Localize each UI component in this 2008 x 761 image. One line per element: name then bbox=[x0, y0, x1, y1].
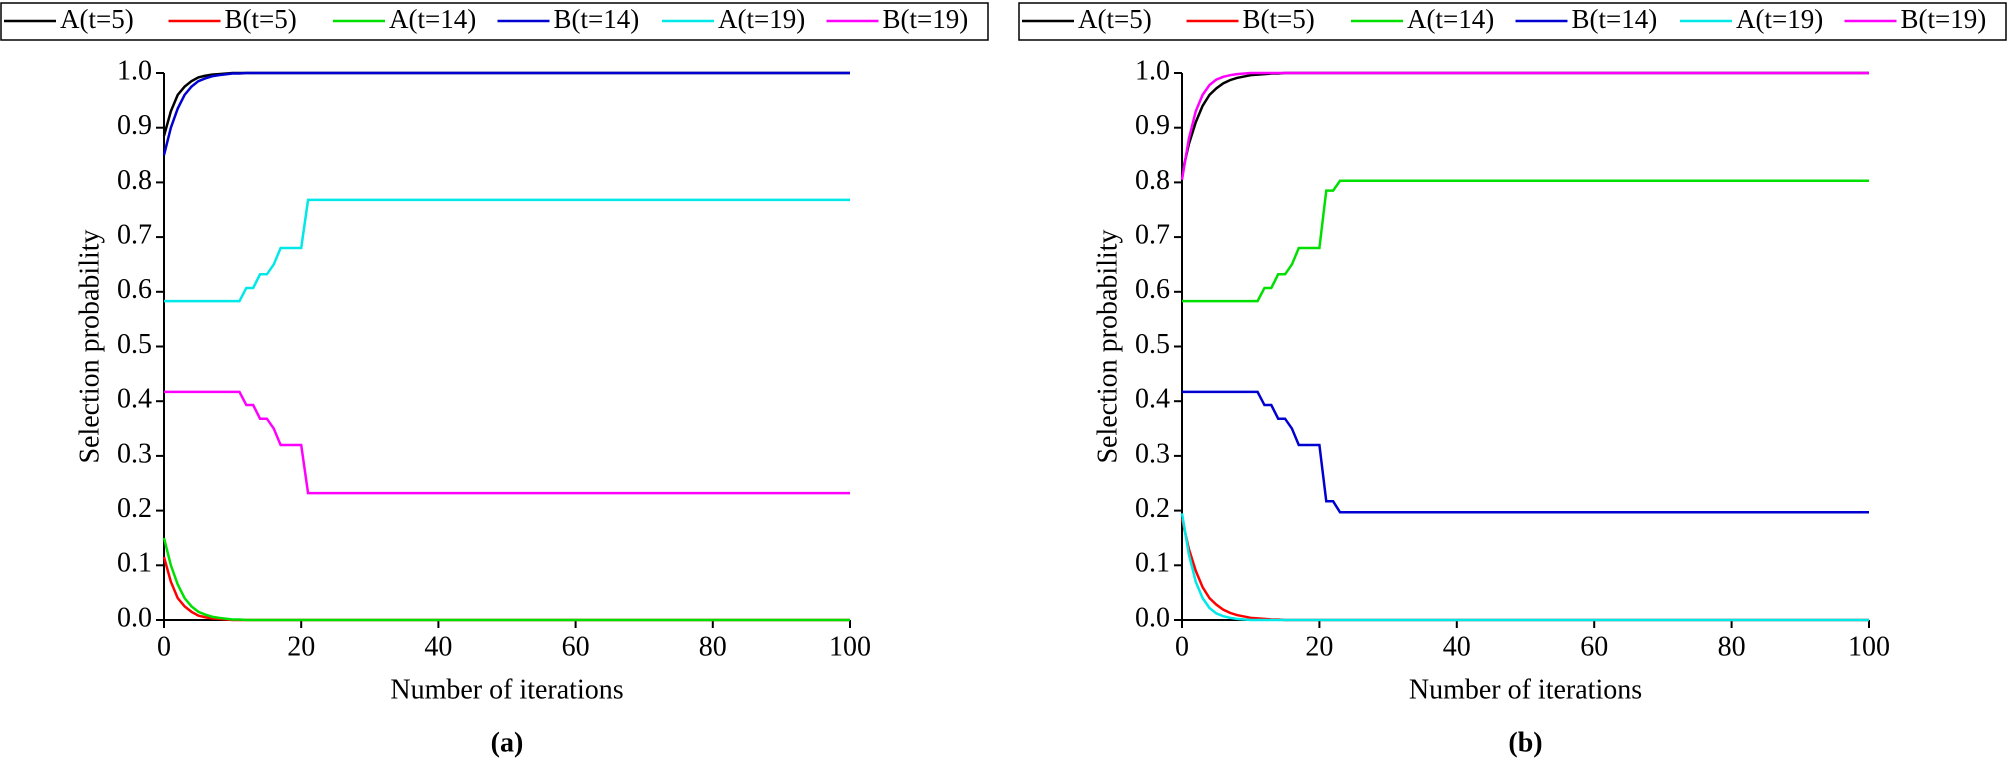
legend-label: B(t=19) bbox=[883, 4, 969, 34]
x-tick-label: 80 bbox=[699, 631, 727, 662]
y-tick-label: 0.3 bbox=[117, 438, 152, 469]
x-tick-label: 100 bbox=[829, 631, 871, 662]
y-axis-label: Selection probability bbox=[74, 229, 105, 463]
x-tick-label: 60 bbox=[1580, 631, 1608, 662]
y-tick-label: 0.6 bbox=[117, 274, 152, 305]
y-tick-label: 0.0 bbox=[1135, 602, 1170, 633]
x-tick-label: 20 bbox=[287, 631, 315, 662]
legend-label: B(t=5) bbox=[1243, 4, 1315, 34]
x-tick-label: 100 bbox=[1848, 631, 1890, 662]
y-tick-label: 1.0 bbox=[117, 55, 152, 86]
series-line bbox=[1180, 518, 1869, 622]
y-tick-label: 0.5 bbox=[1135, 329, 1170, 360]
y-tick-label: 0.8 bbox=[117, 165, 152, 196]
series-line bbox=[1182, 390, 1869, 514]
series-line bbox=[164, 198, 850, 303]
y-tick-label: 0.2 bbox=[1135, 493, 1170, 524]
legend-label: A(t=5) bbox=[1078, 4, 1152, 34]
legend-label: B(t=14) bbox=[554, 4, 640, 34]
x-tick-label: 20 bbox=[1305, 631, 1333, 662]
chart-panel: A(t=5) B(t=5) A(t=14) B(t=14) A(t=19) B(t=19)… bbox=[1018, 2, 2007, 758]
chart-panel: A(t=5) B(t=5) A(t=14) B(t=14) A(t=19) B(t=19)… bbox=[0, 2, 989, 758]
y-tick-label: 0.1 bbox=[1135, 548, 1170, 579]
legend-label: A(t=5) bbox=[60, 4, 134, 34]
legend-label: A(t=19) bbox=[718, 4, 805, 34]
legend-label: B(t=5) bbox=[225, 4, 297, 34]
y-tick-label: 0.4 bbox=[1135, 384, 1170, 415]
series-line bbox=[1180, 513, 1869, 622]
series-line bbox=[1182, 179, 1869, 303]
y-tick-label: 0.4 bbox=[117, 384, 152, 415]
series-line bbox=[164, 390, 850, 495]
y-tick-label: 0.2 bbox=[117, 493, 152, 524]
x-tick-label: 0 bbox=[1175, 631, 1189, 662]
x-axis-label: Number of iterations bbox=[1409, 674, 1642, 705]
y-tick-label: 0.7 bbox=[117, 220, 152, 251]
legend-label: B(t=14) bbox=[1572, 4, 1658, 34]
legend-label: A(t=14) bbox=[389, 4, 476, 34]
legend-box bbox=[1018, 2, 2007, 41]
series-line bbox=[162, 537, 850, 622]
legend-label: A(t=14) bbox=[1407, 4, 1494, 34]
y-tick-label: 0.7 bbox=[1135, 220, 1170, 251]
y-tick-label: 0.3 bbox=[1135, 438, 1170, 469]
y-tick-label: 0.1 bbox=[117, 548, 152, 579]
y-tick-label: 0.0 bbox=[117, 602, 152, 633]
caption: (b) bbox=[1508, 727, 1542, 758]
series-line bbox=[162, 556, 850, 622]
legend: A(t=5) B(t=5) A(t=14) B(t=14) A(t=19) B(t=19) bbox=[1018, 2, 2007, 41]
y-tick-label: 0.5 bbox=[117, 329, 152, 360]
x-tick-label: 80 bbox=[1718, 631, 1746, 662]
y-tick-label: 0.9 bbox=[1135, 110, 1170, 141]
x-tick-label: 40 bbox=[424, 631, 452, 662]
series-line bbox=[1180, 71, 1869, 175]
legend-label: B(t=19) bbox=[1901, 4, 1987, 34]
y-tick-label: 0.9 bbox=[117, 110, 152, 141]
y-axis-label: Selection probability bbox=[1092, 229, 1123, 463]
x-tick-label: 60 bbox=[562, 631, 590, 662]
x-tick-label: 40 bbox=[1443, 631, 1471, 662]
caption: (a) bbox=[491, 727, 524, 758]
series-line bbox=[1180, 71, 1869, 180]
legend-label: A(t=19) bbox=[1736, 4, 1823, 34]
y-tick-label: 1.0 bbox=[1135, 55, 1170, 86]
legend: A(t=5) B(t=5) A(t=14) B(t=14) A(t=19) B(t=19) bbox=[0, 2, 989, 41]
x-tick-label: 0 bbox=[157, 631, 171, 662]
y-tick-label: 0.6 bbox=[1135, 274, 1170, 305]
series-line bbox=[162, 71, 850, 156]
x-axis-label: Number of iterations bbox=[390, 674, 623, 705]
series-line bbox=[162, 71, 850, 137]
legend-box bbox=[0, 2, 989, 41]
y-tick-label: 0.8 bbox=[1135, 165, 1170, 196]
